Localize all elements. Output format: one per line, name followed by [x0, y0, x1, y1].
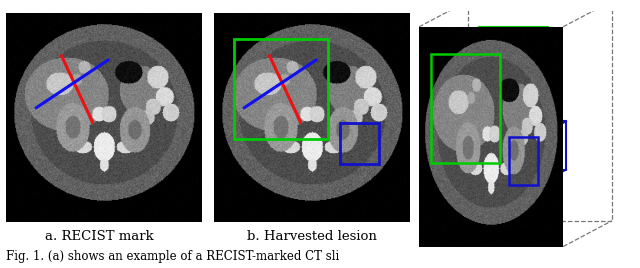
- Text: c. 3D box: c. 3D box: [497, 230, 559, 244]
- Text: b. Harvested lesion: b. Harvested lesion: [248, 230, 377, 244]
- Bar: [234, 39, 328, 139]
- Text: a. RECIST mark: a. RECIST mark: [45, 230, 154, 244]
- Bar: [431, 54, 500, 163]
- Bar: [340, 122, 379, 164]
- Text: Fig. 1. (a) shows an example of a RECIST-marked CT sli: Fig. 1. (a) shows an example of a RECIST…: [6, 250, 340, 263]
- Bar: [509, 137, 538, 185]
